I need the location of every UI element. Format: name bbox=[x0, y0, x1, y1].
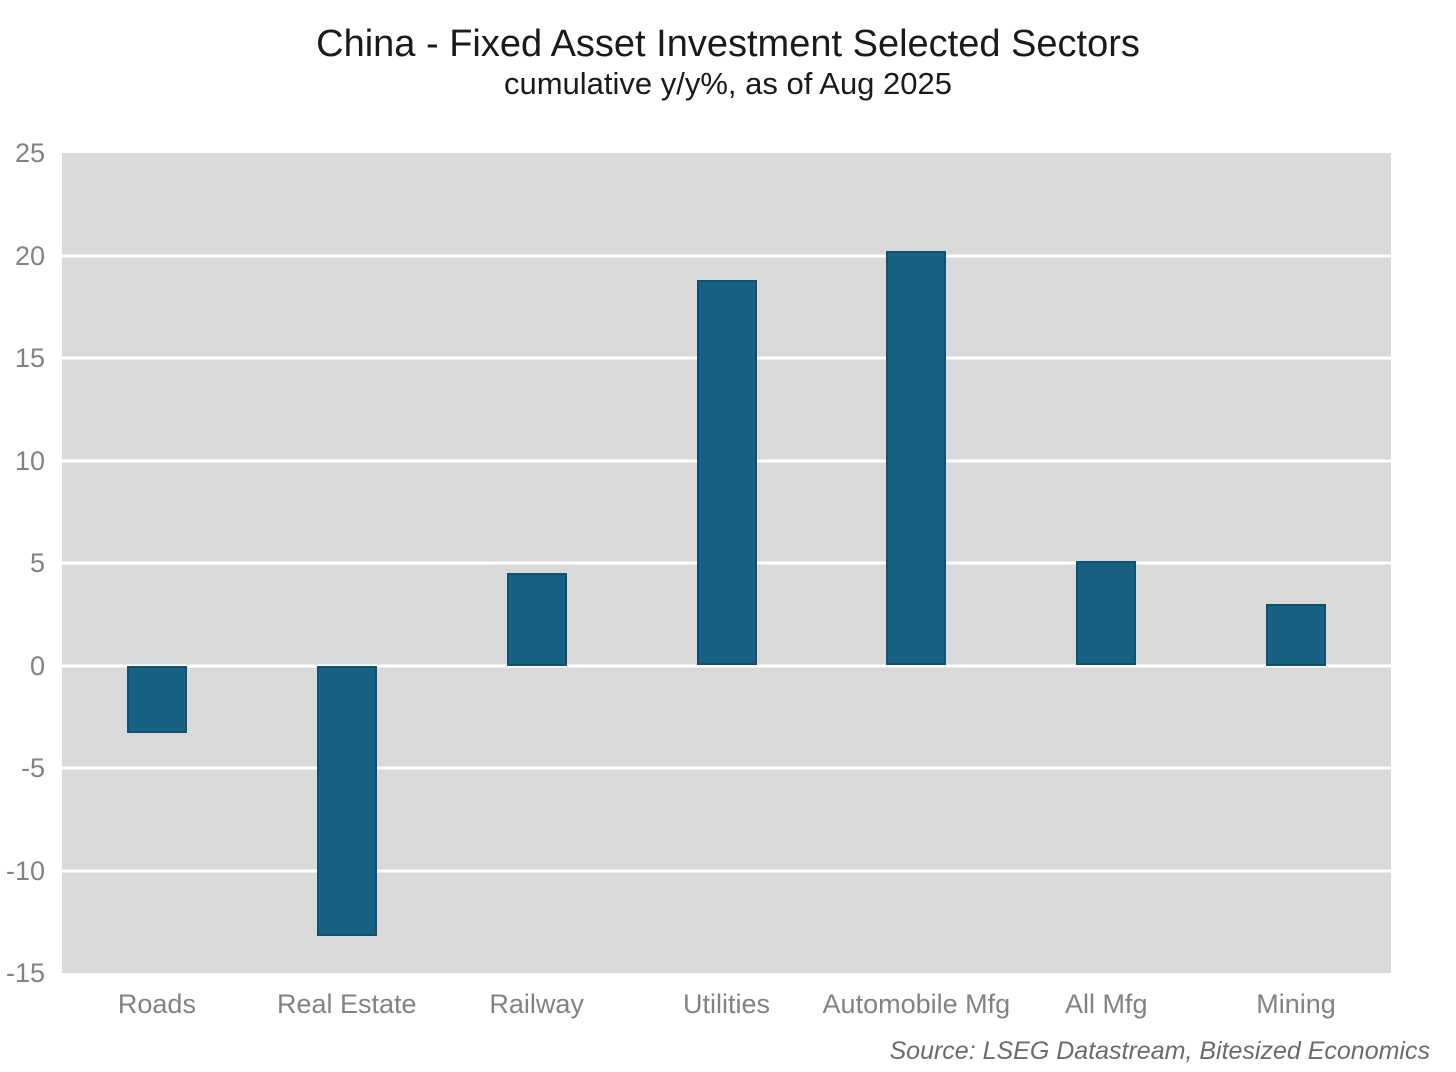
bar-mining bbox=[1266, 604, 1327, 666]
bar-utilities bbox=[696, 280, 757, 666]
y-tick-label--15: -15 bbox=[5, 958, 45, 988]
y-tick-label-0: 0 bbox=[29, 650, 45, 681]
bar-railway bbox=[506, 573, 567, 666]
y-tick-label--5: -5 bbox=[20, 753, 45, 783]
x-tick-label-mining: Mining bbox=[1256, 989, 1336, 1019]
plot-area bbox=[62, 153, 1391, 973]
gridline-y--5 bbox=[62, 766, 1391, 770]
y-tick-label--10: -10 bbox=[5, 855, 45, 886]
y-tick-label-15: 15 bbox=[14, 343, 45, 373]
x-tick-label-automobile-mfg: Automobile Mfg bbox=[822, 989, 1011, 1019]
bar-automobile-mfg bbox=[886, 251, 947, 666]
bar-roads bbox=[126, 665, 187, 734]
x-tick-label-roads: Roads bbox=[117, 989, 196, 1019]
x-tick-label-railway: Railway bbox=[489, 989, 584, 1019]
bar-all-mfg bbox=[1076, 560, 1137, 666]
y-tick-label-10: 10 bbox=[14, 445, 45, 476]
x-tick-label-all-mfg: All Mfg bbox=[1064, 989, 1148, 1019]
gridline-y-20 bbox=[62, 254, 1391, 257]
y-tick-label-20: 20 bbox=[14, 240, 45, 271]
y-tick-label-5: 5 bbox=[29, 548, 45, 578]
source-note: Source: LSEG Datastream, Bitesized Econo… bbox=[889, 1037, 1430, 1065]
chart-title: China - Fixed Asset Investment Selected … bbox=[316, 23, 1140, 65]
x-tick-label-real-estate: Real Estate bbox=[276, 989, 417, 1019]
x-tick-label-utilities: Utilities bbox=[682, 989, 770, 1019]
chart-subtitle: cumulative y/y%, as of Aug 2025 bbox=[503, 66, 953, 101]
bar-real-estate bbox=[316, 665, 377, 937]
gridline-y-0 bbox=[62, 664, 1391, 667]
gridline-y--10 bbox=[62, 869, 1391, 872]
y-tick-label-25: 25 bbox=[14, 138, 45, 168]
